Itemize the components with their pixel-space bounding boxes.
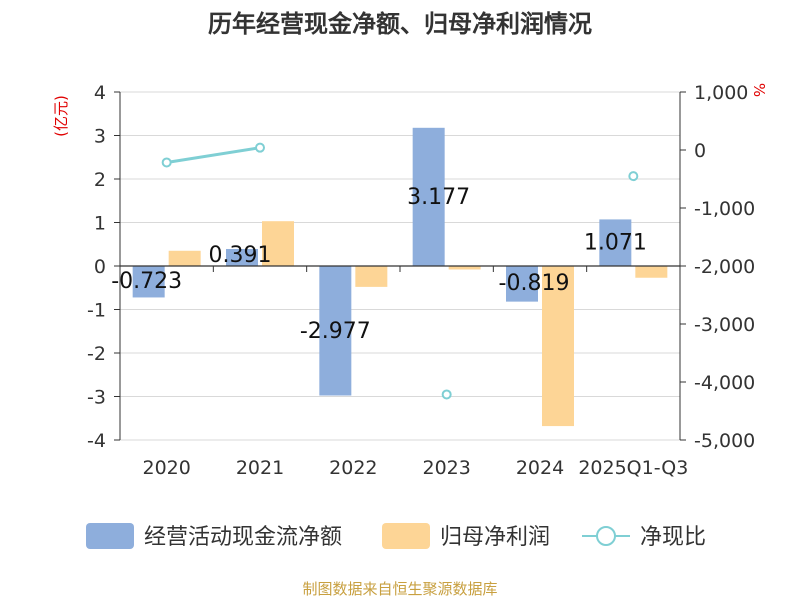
ratio-line-segment [166, 146, 261, 164]
legend-marker-ratio [596, 526, 616, 546]
source-note: 制图数据来自恒生聚源数据库 [302, 580, 497, 598]
bar-cash-flow [319, 266, 352, 396]
ratio-point [628, 171, 639, 182]
left-tick-label: -1 [87, 300, 106, 322]
category-label: 2023 [422, 457, 470, 479]
right-tick-label: -4,000 [694, 372, 755, 394]
ratio-point [255, 142, 265, 153]
legend-label-ratio: 净现比 [640, 525, 706, 550]
left-tick-label: 3 [94, 126, 106, 148]
left-tick-label: 1 [94, 213, 106, 235]
right-tick-label: -2,000 [694, 256, 755, 278]
right-axis-unit: % [750, 83, 768, 97]
bar-cash-flow [132, 266, 165, 298]
bar-net-profit [542, 266, 574, 427]
bar-cash-flow [506, 266, 538, 302]
ratio-line-layer [161, 142, 639, 400]
ratio-point [161, 157, 172, 168]
right-tick-label: 0 [694, 140, 706, 162]
bar-net-profit [262, 221, 294, 266]
bar-cash-flow [599, 219, 632, 266]
category-label: 2020 [142, 457, 190, 479]
right-tick-label: -1,000 [694, 198, 755, 220]
left-tick-label: -3 [87, 387, 106, 409]
bar-net-profit [448, 266, 481, 270]
data-labels: -0.723 0.391 -2.977 3.177 -0.819 1.071 [111, 185, 647, 344]
category-label: 2021 [236, 457, 284, 479]
bar-net-profit [355, 266, 388, 287]
axes: 4 3 2 1 0 -1 -2 -3 -4 1,000 0 -1,000 -2,000 -3,000 -4,… [87, 82, 755, 479]
left-tick-label: -4 [87, 430, 106, 452]
data-label-cash-flow: -2.977 [300, 319, 371, 344]
left-tick-label: 0 [94, 256, 106, 278]
right-tick-label: -3,000 [694, 314, 755, 336]
left-tick-label: 2 [94, 169, 106, 191]
category-label: 2022 [329, 457, 377, 479]
data-label-cash-flow: 0.391 [209, 243, 272, 268]
bar-net-profit [168, 250, 201, 266]
legend-swatch-net-profit [382, 523, 430, 549]
chart-title: 历年经营现金净额、归母净利润情况 [208, 10, 592, 38]
right-tick-label: 1,000 [694, 82, 748, 104]
right-tick-label: -5,000 [694, 430, 755, 452]
bars-layer [132, 127, 668, 427]
bar-net-profit [635, 266, 668, 278]
data-label-cash-flow: -0.819 [499, 271, 570, 296]
legend: 经营活动现金流净额 归母净利润 净现比 [86, 523, 706, 550]
legend-label-net-profit: 归母净利润 [440, 525, 550, 550]
left-axis-unit: (亿元) [52, 95, 70, 137]
category-label: 2024 [516, 457, 564, 479]
data-label-cash-flow: 1.071 [584, 230, 647, 255]
bar-cash-flow [226, 248, 258, 266]
data-label-cash-flow: 3.177 [407, 185, 470, 210]
legend-label-cash-flow: 经营活动现金流净额 [144, 525, 342, 550]
legend-swatch-cash-flow [86, 523, 134, 549]
data-label-cash-flow: -0.723 [111, 269, 182, 294]
bar-cash-flow [412, 127, 445, 266]
left-tick-label: 4 [94, 82, 106, 104]
category-label: 2025Q1-Q3 [578, 457, 688, 479]
ratio-point [441, 389, 452, 400]
left-tick-label: -2 [87, 343, 106, 365]
